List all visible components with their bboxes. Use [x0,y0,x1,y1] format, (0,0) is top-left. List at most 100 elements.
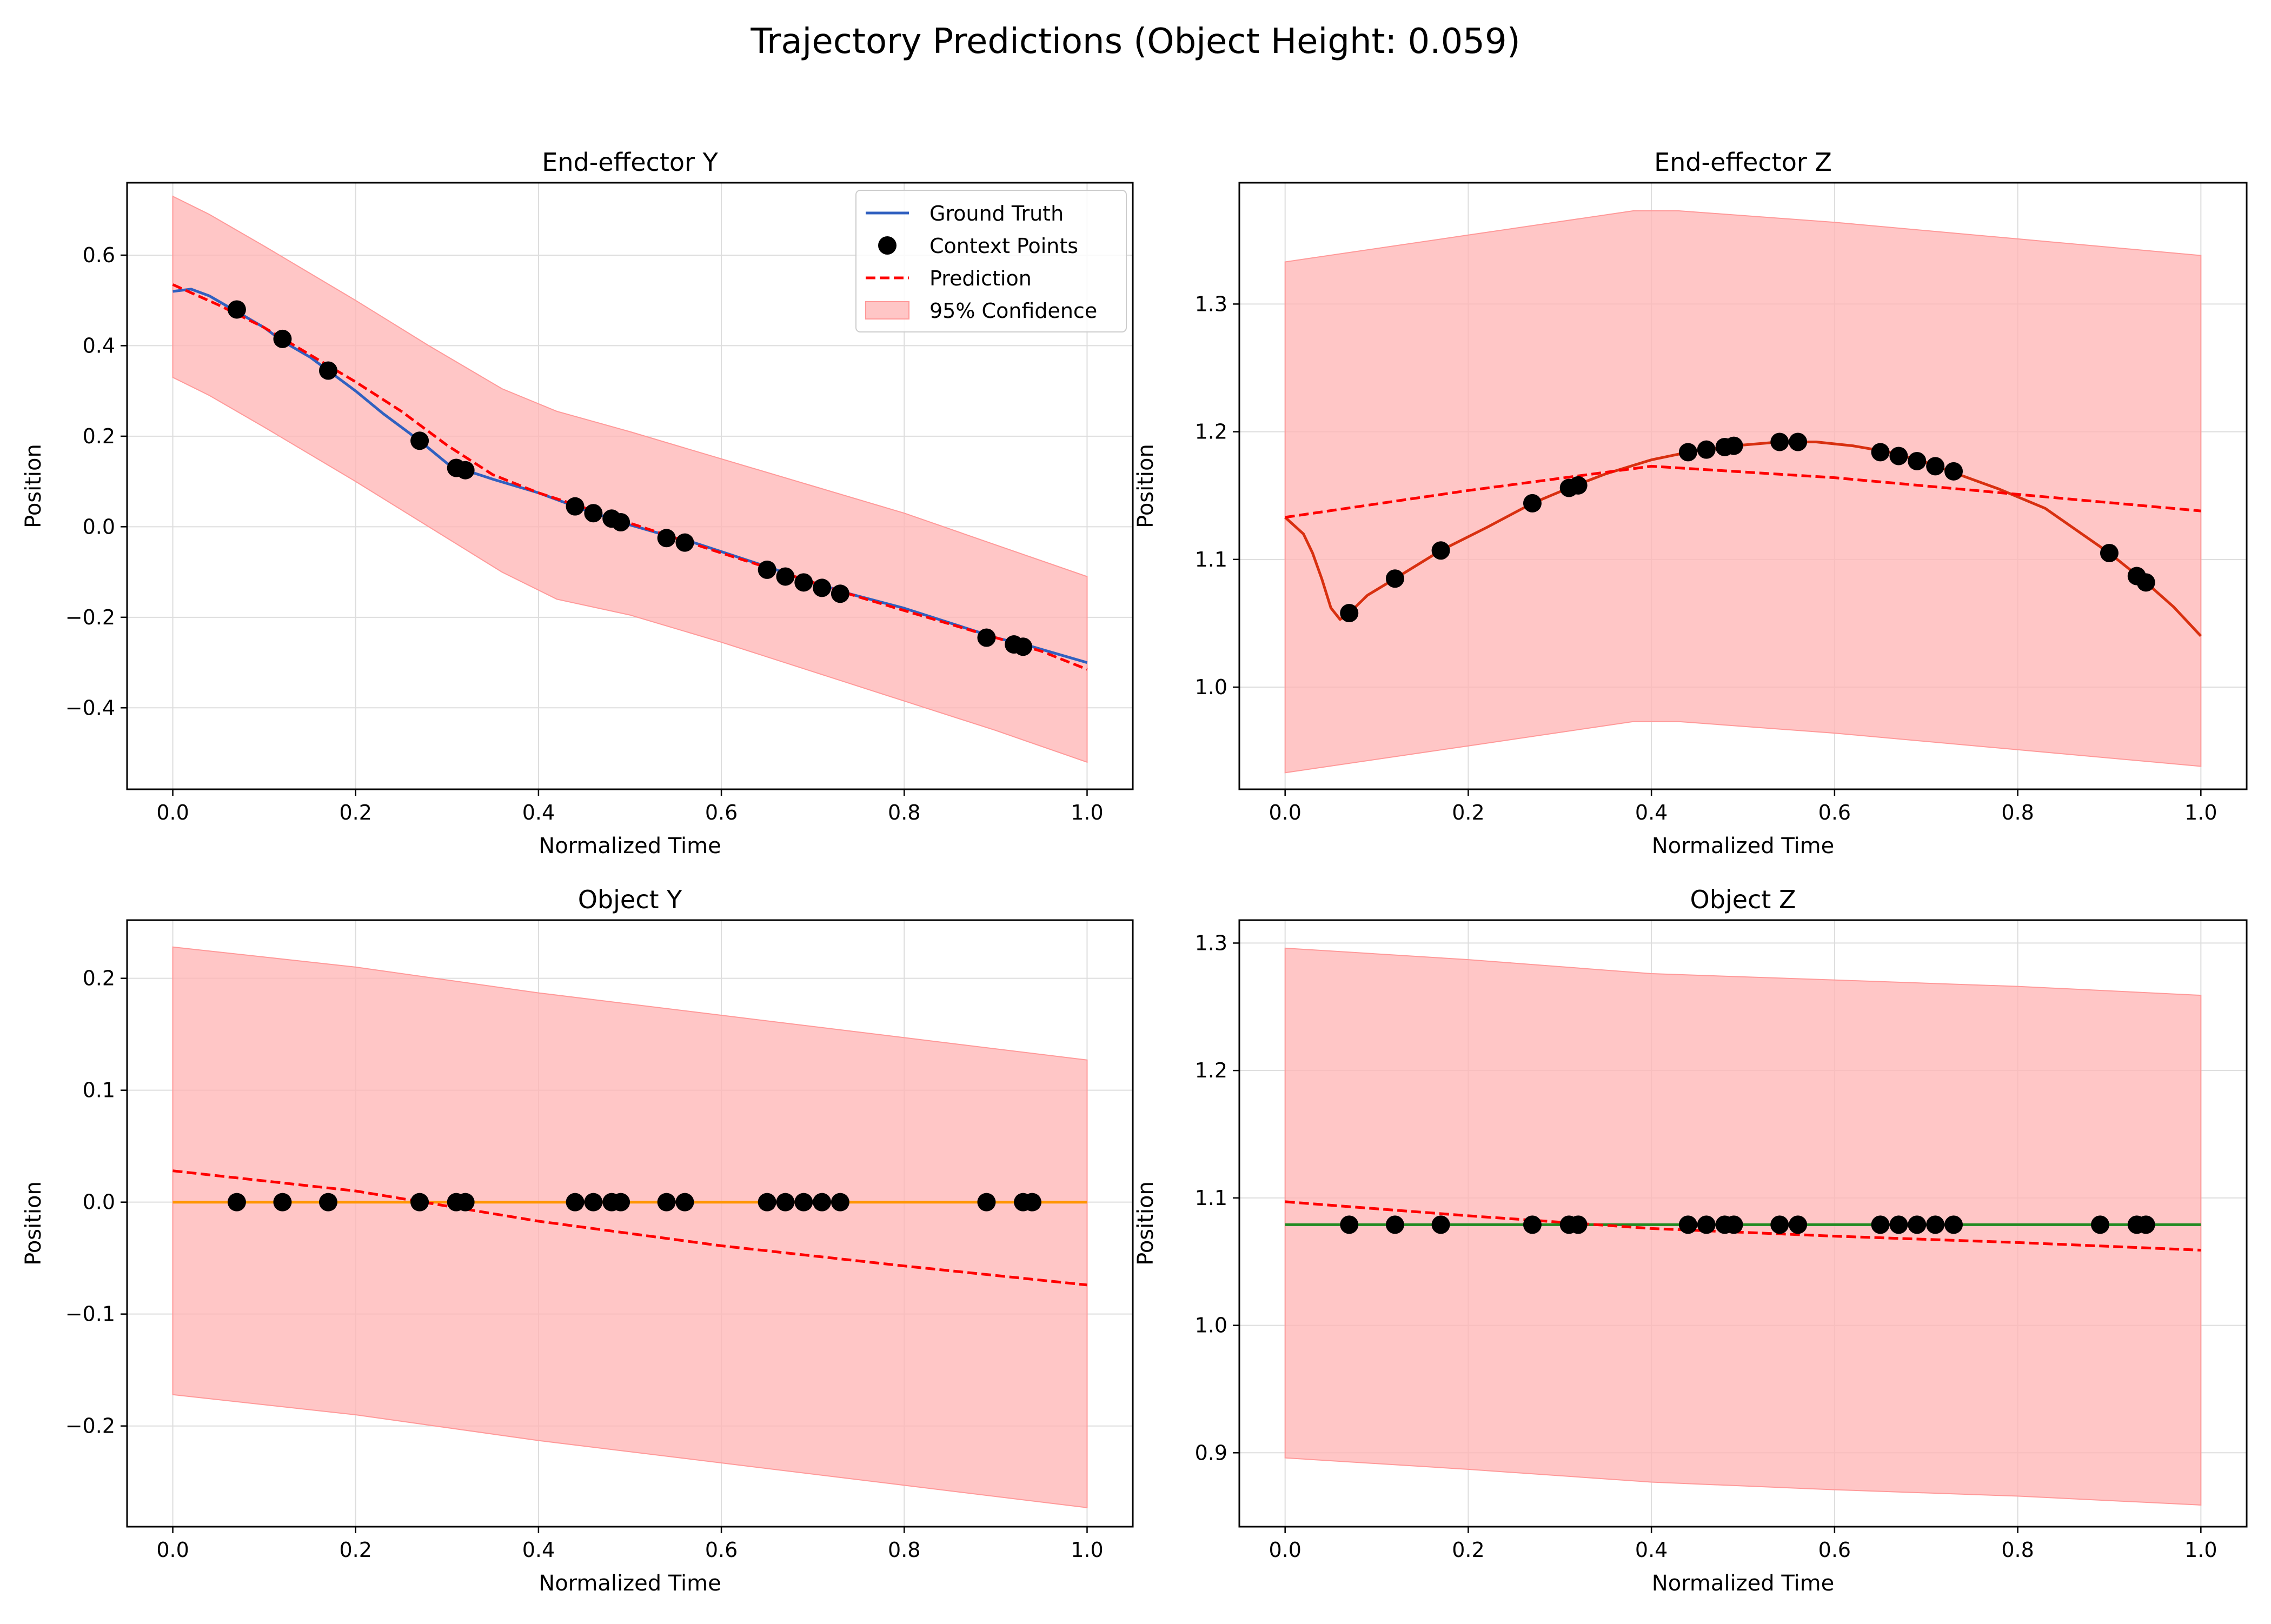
context-point [566,1193,585,1212]
plot-area [172,195,1088,763]
confidence-band [172,195,1088,763]
context-point [1340,1215,1359,1234]
y-tick-label: 1.1 [1195,548,1227,571]
context-point [1678,1215,1697,1234]
x-axis-label: Normalized Time [539,834,721,858]
context-point [1944,462,1963,481]
axes-frame [1238,919,2248,1528]
legend-handle-context-points [878,236,897,255]
context-point [1523,1215,1542,1234]
y-tick-label: 0.9 [1195,1441,1227,1465]
context-point [227,300,246,319]
x-tick-label: 0.6 [705,801,738,824]
context-point [794,573,813,592]
context-point [1385,1215,1404,1234]
context-point [675,1193,694,1212]
prediction-line [1285,464,2201,519]
chart-panel-3: 0.0 0.2 0.4 0.6 0.8 1.0 −0.2 −0.1 0.0 0.1 0.2 Objec… [21,885,1134,1596]
context-point [612,513,630,531]
context-point [273,329,292,348]
context-point [1926,1215,1945,1234]
y-tick-label: 0.0 [83,1190,115,1214]
context-point [675,533,694,552]
x-tick-label: 0.0 [156,801,189,824]
x-tick-label: 0.4 [1635,801,1668,824]
y-tick-label: 1.3 [1195,931,1227,955]
x-axis-label: Normalized Time [1652,834,1834,858]
y-tick-label: 0.2 [83,967,115,990]
context-point [1697,1215,1716,1234]
figure-suptitle: Trajectory Predictions (Object Height: 0… [751,22,1520,62]
context-point [2136,1215,2155,1234]
confidence-band [1284,947,2202,1506]
legend-box [855,190,1127,332]
context-point [456,461,475,480]
legend-label: Context Points [929,234,1078,258]
plot-area [172,946,1088,1508]
context-point [612,1193,630,1212]
x-axis-label: Normalized Time [1652,1571,1834,1596]
context-point [1770,432,1789,451]
x-tick-label: 0.2 [1452,801,1484,824]
confidence-band [172,946,1088,1508]
x-tick-label: 0.4 [522,801,555,824]
y-tick-label: 0.1 [83,1079,115,1102]
x-axis-label: Normalized Time [539,1571,721,1596]
context-point [776,1193,795,1212]
context-point [584,1193,603,1212]
context-point [1023,1193,1041,1212]
x-tick-label: 0.8 [2001,1538,2034,1562]
axes-frame [1238,182,2248,790]
prediction-line [172,1169,1087,1287]
context-point [776,567,795,586]
x-tick-label: 1.0 [2184,1538,2217,1562]
context-point [1724,1215,1743,1234]
y-tick-label: 0.4 [83,334,115,357]
y-tick-label: −0.4 [65,696,115,720]
x-tick-label: 0.0 [1269,1538,1301,1562]
context-point [319,361,337,380]
chart-panel-1: 0.0 0.2 0.4 0.6 0.8 1.0 −0.4 −0.2 0.0 0.2 0.4 0.6 En… [21,148,1134,858]
context-point [1569,476,1588,495]
x-tick-label: 0.6 [1818,801,1851,824]
context-point [1431,1215,1450,1234]
context-point [410,1193,429,1212]
context-point [657,1193,676,1212]
legend-label: 95% Confidence [929,299,1097,323]
y-tick-label: 0.0 [83,515,115,538]
x-tick-label: 0.6 [705,1538,738,1562]
context-point [1889,447,1908,465]
context-point [584,504,603,523]
context-point [1871,443,1890,462]
context-point [1908,451,1927,470]
y-tick-label: 1.2 [1195,420,1227,444]
x-tick-label: 0.0 [156,1538,189,1562]
context-point [1340,604,1359,623]
context-point [831,1193,849,1212]
context-point [831,584,849,603]
context-point [2136,573,2155,592]
legend: Ground Truth Context Points Prediction 95% … [855,190,1127,332]
y-axis-label: Position [1133,1181,1158,1266]
legend-label: Ground Truth [929,202,1064,225]
x-tick-label: 0.8 [888,1538,920,1562]
context-point [758,1193,776,1212]
context-point [566,497,585,516]
y-tick-label: −0.2 [65,605,115,629]
y-axis-label: Position [21,1181,46,1266]
chart-panel-2: 0.0 0.2 0.4 0.6 0.8 1.0 1.0 1.1 1.2 1.3 End-effect… [1133,148,2248,858]
chart-title: End-effector Y [542,148,718,177]
context-point [1678,443,1697,462]
context-point [813,1193,832,1212]
context-point [1385,569,1404,588]
context-point [657,529,676,548]
context-point [1789,1215,1808,1234]
context-point [977,1193,996,1212]
y-tick-label: 1.0 [1195,675,1227,699]
y-tick-label: 0.2 [83,424,115,448]
x-tick-label: 1.0 [2184,801,2217,824]
y-axis-label: Position [21,444,46,528]
x-tick-label: 1.0 [1071,801,1103,824]
y-tick-label: 1.0 [1195,1314,1227,1337]
